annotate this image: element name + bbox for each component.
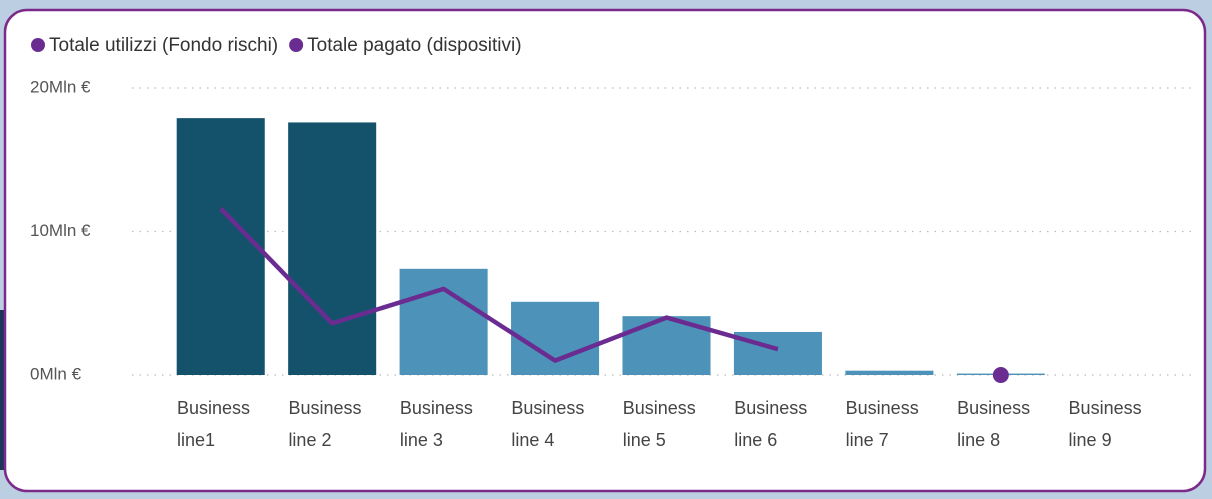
x-tick-label: Business line 4	[511, 398, 585, 450]
x-tick-label: Business line 9	[1068, 398, 1142, 450]
y-tick-label: 20Mln €	[30, 77, 91, 96]
bar	[288, 122, 377, 375]
bar	[176, 118, 265, 375]
x-tick-label: Business line1	[177, 398, 251, 450]
x-tick-label: Business line 3	[399, 398, 473, 450]
bar	[399, 268, 488, 375]
x-tick-label: Business line 5	[622, 398, 696, 450]
legend-label: Totale pagato (dispositivi)	[307, 35, 521, 56]
x-tick-label: Business line 7	[845, 398, 919, 450]
x-tick-label: Business line 2	[288, 398, 362, 450]
legend-marker	[31, 38, 45, 52]
line-point	[992, 367, 1009, 383]
line	[219, 206, 779, 363]
y-tick-label: 0Mln €	[30, 364, 82, 383]
legend-label: Totale utilizzi (Fondo rischi)	[49, 35, 278, 56]
bar	[845, 370, 934, 375]
legend-marker	[289, 38, 304, 52]
x-tick-label: Business line 8	[957, 398, 1031, 450]
x-tick-label: Business line 6	[734, 398, 808, 450]
y-tick-label: 10Mln €	[30, 221, 91, 240]
